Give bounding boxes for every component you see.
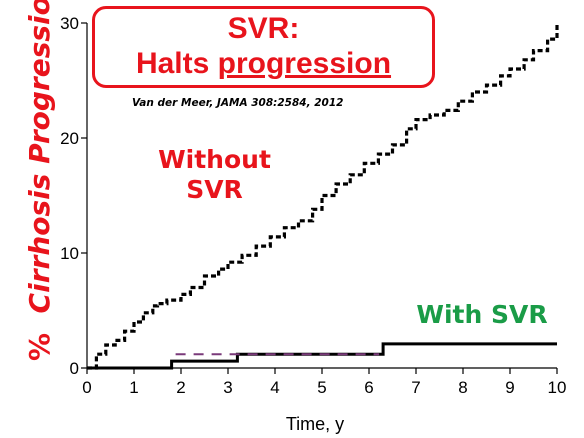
x-tick-label: 3 bbox=[223, 378, 232, 397]
annotation-without-line2: SVR bbox=[186, 175, 243, 204]
series-without-svr bbox=[87, 23, 559, 370]
x-tick-label: 6 bbox=[364, 378, 373, 397]
series-with-svr bbox=[87, 342, 557, 370]
x-tick-label: 7 bbox=[411, 378, 420, 397]
x-tick-label: 4 bbox=[270, 378, 279, 397]
title-line2: Halts progression bbox=[95, 46, 432, 82]
x-tick-label: 0 bbox=[82, 378, 91, 397]
x-tick-label: 5 bbox=[317, 378, 326, 397]
title-line1: SVR: bbox=[227, 12, 300, 45]
y-axis-label-percent: % bbox=[23, 332, 56, 361]
x-tick-label: 1 bbox=[129, 378, 138, 397]
y-tick-label: 10 bbox=[60, 244, 79, 263]
x-tick-label: 2 bbox=[176, 378, 185, 397]
x-tick-label: 8 bbox=[458, 378, 467, 397]
citation: Van der Meer, JAMA 308:2584, 2012 bbox=[132, 97, 344, 109]
y-tick-label: 20 bbox=[60, 129, 79, 148]
annotation-with-svr: With SVR bbox=[416, 300, 548, 329]
annotation-without-svr: Without SVR bbox=[142, 145, 287, 205]
title-box: SVR: Halts progression bbox=[92, 6, 435, 88]
title-underlined-word: progression bbox=[217, 47, 392, 80]
annotation-without-line1: Without bbox=[158, 145, 271, 174]
x-tick-label: 10 bbox=[548, 378, 567, 397]
y-axis-label-text: Cirrhosis Progression bbox=[23, 0, 56, 314]
title-line2-prefix: Halts bbox=[135, 47, 218, 80]
y-tick-label: 0 bbox=[70, 359, 79, 378]
x-tick-label: 9 bbox=[505, 378, 514, 397]
y-tick-label: 30 bbox=[60, 14, 79, 33]
y-axis-label: % Cirrhosis Progression bbox=[22, 0, 58, 361]
x-axis-label: Time, y bbox=[285, 414, 345, 434]
